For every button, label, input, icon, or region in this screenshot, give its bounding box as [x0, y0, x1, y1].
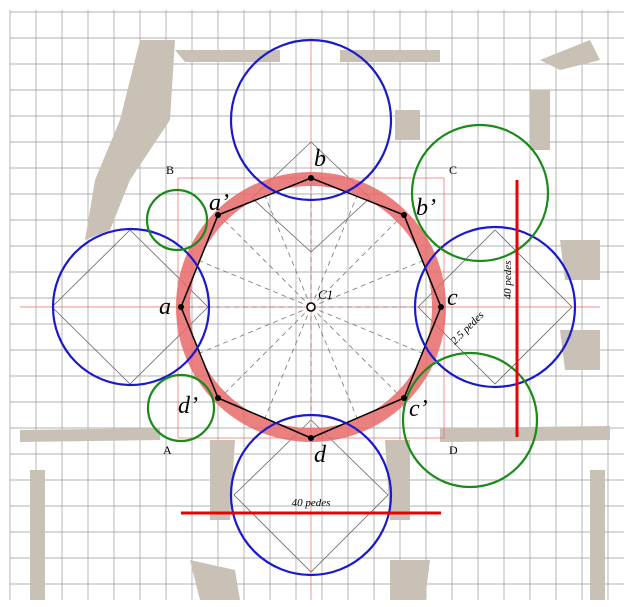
- radial-line: [310, 258, 427, 308]
- green-circles: [145, 123, 550, 489]
- vertices: [178, 175, 444, 441]
- radial-lines: [186, 182, 436, 432]
- height-label: 40 pedes: [502, 261, 514, 300]
- radial-line: [310, 191, 360, 308]
- radial-line: [222, 218, 312, 308]
- radial-line: [195, 258, 312, 308]
- radial-line: [222, 306, 312, 396]
- radial-line: [310, 306, 427, 356]
- corner-label: A: [163, 443, 172, 457]
- radial-line: [310, 218, 400, 308]
- center-point: [306, 302, 316, 312]
- point-label: b’: [416, 195, 436, 221]
- radial-line: [262, 191, 312, 308]
- construction-lines: [20, 40, 600, 600]
- center-label: C1: [318, 287, 333, 302]
- width-label: 40 pedes: [292, 497, 331, 509]
- corner-label: D: [449, 443, 458, 457]
- point-label: a: [159, 294, 171, 320]
- point-label: d’: [178, 393, 198, 419]
- corner-label: B: [166, 163, 174, 177]
- radial-line: [310, 306, 400, 396]
- radial-line: [195, 306, 312, 356]
- corner-label: C: [449, 163, 457, 177]
- point-label: c’: [409, 396, 428, 422]
- point-label: c: [447, 285, 458, 311]
- blue-circles: [51, 38, 577, 577]
- radial-line: [310, 306, 360, 423]
- point-label: d: [314, 442, 327, 468]
- point-label: a’: [209, 190, 229, 216]
- point-label: b: [314, 146, 326, 172]
- plan-walls: [20, 40, 610, 600]
- radial-line: [262, 306, 312, 423]
- offset-label: 2.5 pedes: [449, 309, 487, 347]
